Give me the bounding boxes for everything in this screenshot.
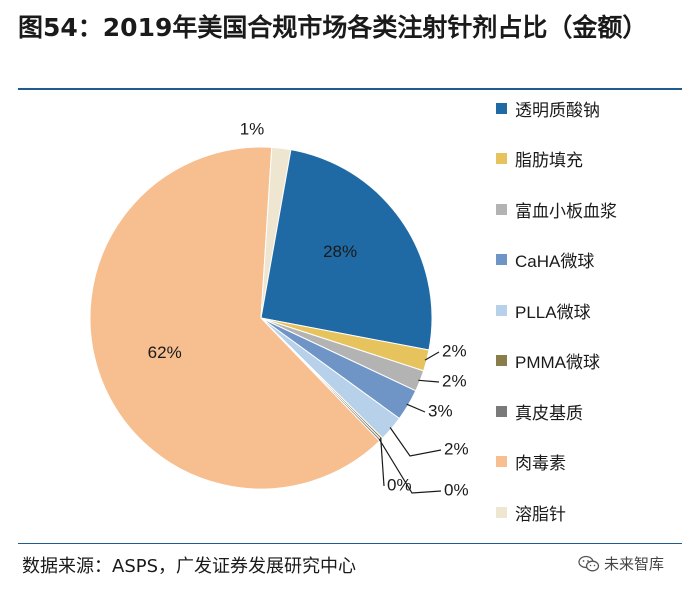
wechat-icon xyxy=(578,555,600,571)
leader-line-2 xyxy=(424,351,440,361)
pie-slice-9 xyxy=(260,146,292,319)
leader-line-3 xyxy=(418,379,440,383)
legend-item-5: PLLA微球 xyxy=(496,296,591,324)
slice-label-6: 0% xyxy=(387,475,412,494)
leader-line-4 xyxy=(406,403,426,413)
legend-label: 肉毒素 xyxy=(515,454,566,473)
legend-item-9: 溶脂针 xyxy=(496,498,566,526)
pie-slice-1 xyxy=(260,146,433,351)
legend-item-7: 真皮基质 xyxy=(496,397,583,425)
legend-item-6: PMMA微球 xyxy=(496,347,600,375)
slice-label-4: 3% xyxy=(428,401,453,420)
legend-label: 溶脂针 xyxy=(515,504,566,524)
chart-title: 图54：2019年美国合规市场各类注射针剂占比（金额） xyxy=(18,13,648,42)
legend-label: 真皮基质 xyxy=(515,403,583,423)
slice-label-7: 0% xyxy=(444,480,469,499)
legend-swatch xyxy=(496,102,507,114)
legend-item-3: 富血小板血浆 xyxy=(496,195,617,223)
slice-label-5: 2% xyxy=(444,439,469,458)
slice-label-1: 28% xyxy=(323,242,357,261)
watermark-text: 未来智库 xyxy=(604,555,665,573)
legend-label: PLLA微球 xyxy=(515,302,591,322)
slice-label-3: 2% xyxy=(442,371,467,390)
legend-item-4: CaHA微球 xyxy=(496,246,594,274)
legend-swatch xyxy=(496,405,507,417)
legend-swatch xyxy=(496,203,507,215)
pie-slices xyxy=(89,146,433,490)
pie-slice-8 xyxy=(89,146,381,490)
legend-label: PMMA微球 xyxy=(515,353,600,372)
source-note: 数据来源：ASPS，广发证券发展研究中心 xyxy=(22,556,357,577)
legend-swatch xyxy=(496,304,507,316)
leader-line-6 xyxy=(380,437,385,487)
legend-item-1: 透明质酸钠 xyxy=(496,94,600,122)
legend-label: CaHA微球 xyxy=(515,252,595,271)
legend-label: 透明质酸钠 xyxy=(515,100,600,120)
slice-label-9: 1% xyxy=(240,119,265,138)
leader-line-5 xyxy=(389,427,442,457)
legend-swatch xyxy=(496,456,507,467)
legend-label: 富血小板血浆 xyxy=(515,201,617,221)
legend-swatch xyxy=(496,254,507,265)
slice-labels: 28% 2% 2% 3% 2% 0% 0% 62% 1% xyxy=(148,119,469,499)
leader-line-7 xyxy=(378,438,442,494)
legend-swatch xyxy=(496,153,507,164)
title-divider xyxy=(18,88,682,90)
legend-item-8: 肉毒素 xyxy=(496,448,566,476)
legend-swatch xyxy=(496,355,507,366)
legend-label: 脂肪填充 xyxy=(515,151,583,170)
footer-divider xyxy=(18,543,682,544)
legend-swatch xyxy=(496,506,507,518)
slice-label-2: 2% xyxy=(442,341,467,360)
legend-item-2: 脂肪填充 xyxy=(496,145,583,173)
leader-lines xyxy=(378,351,442,494)
slice-label-8: 62% xyxy=(148,343,182,362)
watermark: 未来智库 xyxy=(578,553,664,574)
